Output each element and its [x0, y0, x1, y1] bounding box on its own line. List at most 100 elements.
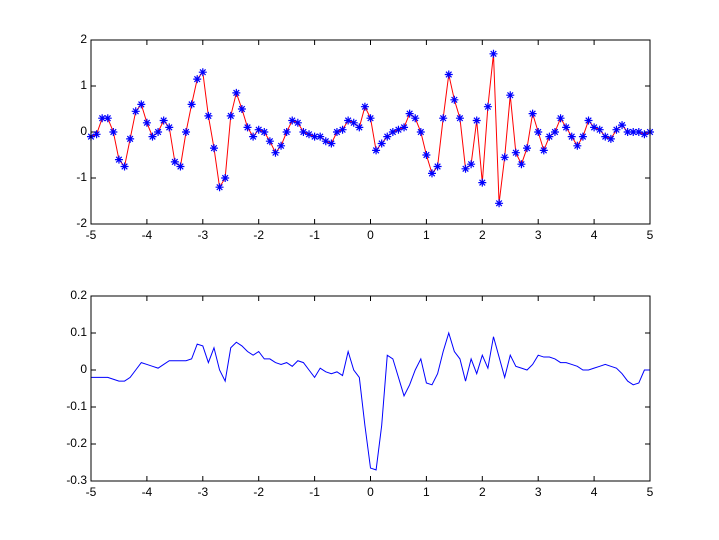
- star-marker: [383, 132, 392, 141]
- x-tick-label: -3: [197, 485, 208, 499]
- star-marker: [349, 118, 358, 127]
- y-tick-label: -2: [76, 216, 87, 230]
- star-marker: [288, 116, 297, 125]
- star-marker: [366, 114, 375, 123]
- star-marker: [299, 128, 308, 136]
- y-tick-label: -0.1: [66, 399, 87, 413]
- star-marker: [154, 128, 163, 136]
- star-marker: [388, 128, 397, 136]
- star-marker: [131, 107, 140, 116]
- star-marker: [92, 130, 101, 139]
- star-marker: [277, 141, 286, 150]
- star-marker: [355, 123, 364, 132]
- star-marker: [159, 116, 168, 125]
- star-marker: [204, 111, 213, 120]
- star-marker: [478, 178, 487, 187]
- star-marker: [567, 132, 576, 141]
- x-tick-label: 5: [647, 228, 654, 242]
- star-marker: [601, 132, 610, 141]
- star-marker: [584, 116, 593, 125]
- star-marker: [623, 128, 632, 136]
- star-marker: [170, 157, 179, 166]
- x-tick-label: 0: [367, 485, 374, 499]
- x-tick-label: -5: [86, 228, 97, 242]
- star-marker: [634, 128, 643, 136]
- star-marker: [427, 169, 436, 178]
- star-marker: [405, 109, 414, 118]
- star-marker: [310, 132, 319, 141]
- star-marker: [578, 132, 587, 141]
- star-marker: [545, 132, 554, 141]
- star-marker: [461, 164, 470, 173]
- star-marker: [606, 134, 615, 143]
- star-marker: [293, 118, 302, 127]
- star-marker: [109, 128, 118, 136]
- x-tick-label: 1: [423, 228, 430, 242]
- star-marker: [511, 148, 520, 157]
- y-tick-label: 0.1: [70, 325, 87, 339]
- star-marker: [98, 114, 107, 123]
- star-marker: [120, 162, 129, 171]
- x-tick-label: 3: [535, 485, 542, 499]
- star-marker: [640, 130, 649, 139]
- star-marker: [416, 128, 425, 136]
- star-marker: [137, 100, 146, 109]
- star-marker: [209, 144, 218, 153]
- x-tick-label: -4: [142, 228, 153, 242]
- x-tick-label: -3: [197, 228, 208, 242]
- star-marker: [618, 121, 627, 130]
- x-tick-label: 4: [591, 228, 598, 242]
- star-marker: [126, 134, 135, 143]
- star-marker: [377, 139, 386, 148]
- star-marker: [271, 148, 280, 157]
- star-marker: [243, 123, 252, 132]
- star-marker: [187, 100, 196, 109]
- star-marker: [103, 114, 112, 123]
- star-marker: [483, 102, 492, 111]
- star-marker: [595, 125, 604, 134]
- star-marker: [444, 70, 453, 79]
- star-marker: [500, 153, 509, 162]
- star-marker: [472, 116, 481, 125]
- axes-background: [91, 40, 650, 224]
- star-marker: [455, 114, 464, 123]
- star-marker: [344, 116, 353, 125]
- star-marker: [142, 118, 151, 127]
- x-tick-label: 2: [479, 485, 486, 499]
- y-tick-label: -0.2: [66, 436, 87, 450]
- star-marker: [550, 128, 559, 136]
- star-marker: [411, 114, 420, 123]
- star-marker: [305, 130, 314, 139]
- axes-background: [91, 296, 650, 481]
- star-marker: [360, 102, 369, 111]
- star-marker: [556, 114, 565, 123]
- star-marker: [495, 199, 504, 208]
- x-tick-label: -4: [142, 485, 153, 499]
- star-marker: [422, 151, 431, 159]
- axes-box: [90, 39, 651, 225]
- x-tick-label: 5: [647, 485, 654, 499]
- star-marker: [249, 132, 258, 141]
- star-marker: [489, 49, 498, 58]
- y-tick-label: 2: [80, 32, 87, 46]
- star-marker: [193, 75, 202, 84]
- y-tick-label: -1: [76, 170, 87, 184]
- star-marker: [590, 123, 599, 132]
- star-marker: [226, 111, 235, 120]
- star-marker: [260, 128, 269, 136]
- star-marker: [450, 95, 459, 104]
- x-tick-label: -1: [309, 485, 320, 499]
- star-marker: [265, 137, 274, 146]
- x-tick-label: 3: [535, 228, 542, 242]
- x-tick-label: -5: [86, 485, 97, 499]
- star-marker: [182, 128, 191, 136]
- star-marker: [400, 123, 409, 132]
- y-tick-label: 0.2: [70, 288, 87, 302]
- star-marker: [148, 132, 157, 141]
- y-tick-label: 0: [80, 124, 87, 138]
- star-marker: [539, 146, 548, 155]
- star-marker: [282, 128, 291, 136]
- star-marker: [237, 105, 246, 113]
